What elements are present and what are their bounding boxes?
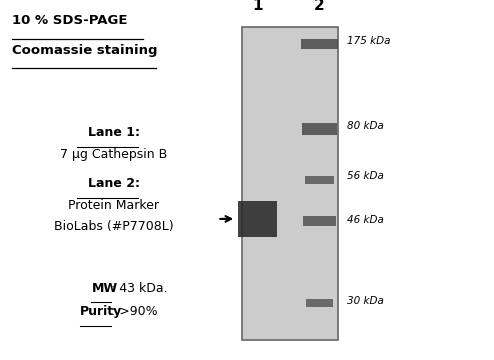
Text: BioLabs (#P7708L): BioLabs (#P7708L) bbox=[54, 220, 173, 233]
Text: 175 kDa: 175 kDa bbox=[347, 36, 391, 46]
Text: : >90%: : >90% bbox=[111, 305, 157, 318]
Bar bbox=[305, 176, 334, 184]
Text: 2: 2 bbox=[314, 0, 325, 13]
Text: 7 μg Cathepsin B: 7 μg Cathepsin B bbox=[60, 148, 167, 161]
Bar bbox=[302, 123, 337, 135]
Bar bbox=[301, 39, 338, 49]
Text: Coomassie staining: Coomassie staining bbox=[12, 44, 158, 57]
Text: Lane 2:: Lane 2: bbox=[87, 177, 140, 190]
Text: 1: 1 bbox=[252, 0, 263, 13]
Bar bbox=[306, 299, 333, 307]
Text: 56 kDa: 56 kDa bbox=[347, 171, 384, 181]
Bar bbox=[303, 216, 336, 226]
Text: Purity: Purity bbox=[80, 305, 123, 318]
Text: 46 kDa: 46 kDa bbox=[347, 215, 384, 225]
Bar bbox=[242, 27, 338, 340]
Text: 10 % SDS-PAGE: 10 % SDS-PAGE bbox=[12, 14, 128, 27]
Bar bbox=[238, 201, 277, 237]
Text: 80 kDa: 80 kDa bbox=[347, 121, 384, 131]
Text: : 43 kDa.: : 43 kDa. bbox=[111, 282, 168, 294]
Text: 30 kDa: 30 kDa bbox=[347, 296, 384, 306]
Text: Protein Marker: Protein Marker bbox=[68, 199, 159, 212]
Text: Lane 1:: Lane 1: bbox=[87, 126, 140, 139]
Text: MW: MW bbox=[91, 282, 118, 294]
